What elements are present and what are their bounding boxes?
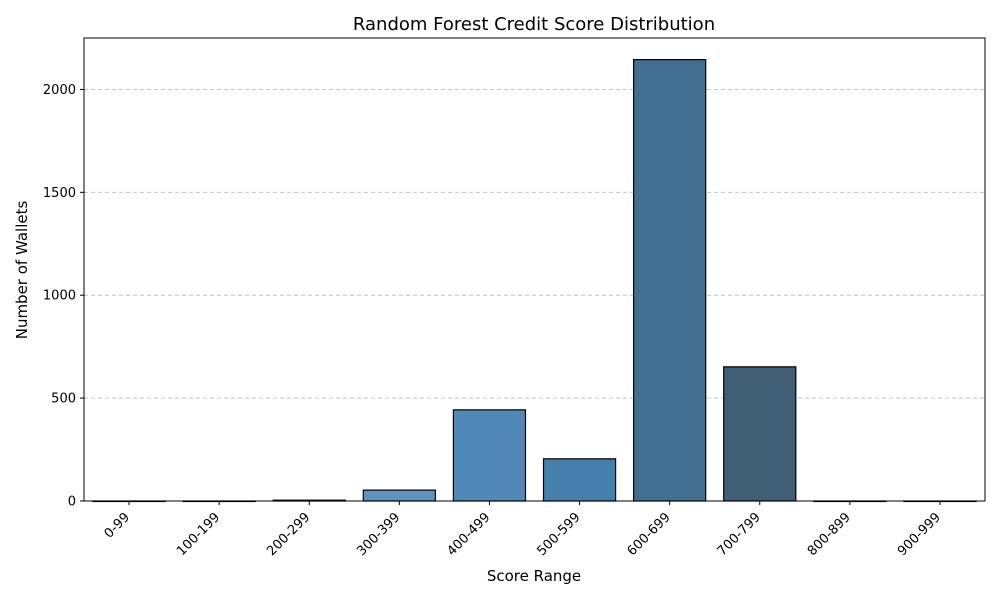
grid-layer: [84, 88, 985, 399]
x-tick-label: 500-599: [535, 510, 584, 559]
y-tick-label: 0: [68, 495, 76, 510]
x-tick-label: 400-499: [444, 510, 493, 559]
bar-700-799: [723, 366, 797, 502]
bar-400-499: [452, 409, 527, 502]
y-tick-label: 2000: [43, 83, 76, 98]
x-tick-label: 800-899: [805, 510, 854, 559]
plot-frame: [83, 37, 986, 502]
bar-500-599: [542, 458, 617, 502]
bars-layer: [92, 59, 977, 503]
x-tick-label: 0-99: [102, 510, 133, 541]
bar-600-699: [633, 59, 707, 502]
y-axis-label: Number of Wallets: [13, 201, 31, 340]
y-tick-label: 1500: [43, 186, 76, 201]
x-axis-ticks: 0-99 100-199 200-299 300-399 400-499 500-599 6…: [102, 501, 944, 559]
x-tick-label: 100-199: [174, 510, 223, 559]
y-axis-ticks: 0 500 1000 1500 2000: [43, 83, 84, 510]
y-tick-label: 1000: [43, 289, 76, 304]
x-tick-label: 700-799: [715, 510, 764, 559]
x-tick-label: 200-299: [264, 510, 313, 559]
x-tick-label: 300-399: [354, 510, 403, 559]
chart-title: Random Forest Credit Score Distribution: [353, 14, 715, 35]
y-tick-label: 500: [51, 392, 76, 407]
x-axis-label: Score Range: [487, 567, 581, 585]
x-tick-label: 600-699: [625, 510, 674, 559]
bar-300-399: [362, 489, 436, 502]
x-tick-label: 900-999: [895, 510, 944, 559]
